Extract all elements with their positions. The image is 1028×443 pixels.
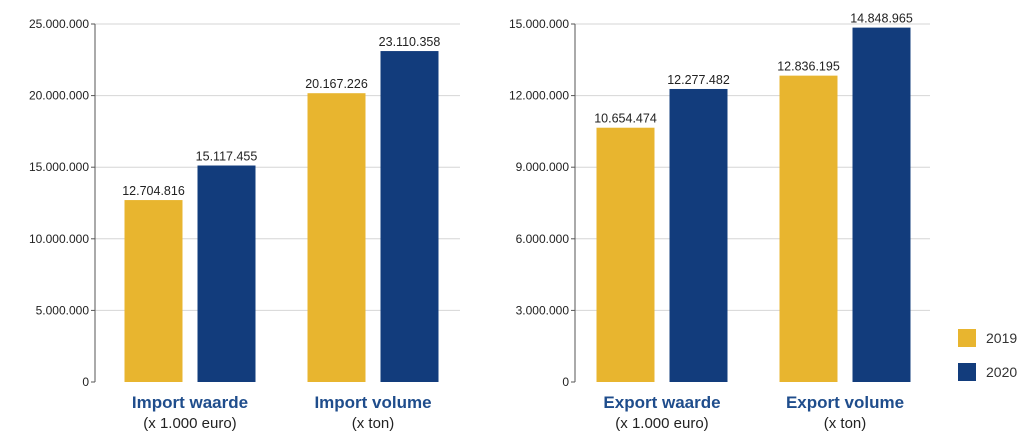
legend-label-2020: 2020: [986, 364, 1017, 380]
bar-2019: [124, 200, 183, 382]
legend: 2019 2020: [958, 329, 1017, 381]
category-subtitle: (x ton): [352, 415, 395, 432]
legend-swatch-2020: [958, 363, 976, 381]
data-label: 12.704.816: [122, 184, 185, 198]
y-tick-label: 15.000.000: [29, 160, 89, 174]
data-label: 23.110.358: [379, 35, 441, 49]
y-tick-label: 12.000.000: [509, 89, 569, 103]
y-tick-label: 15.000.000: [509, 17, 569, 31]
category-title: Import waarde: [132, 393, 248, 412]
data-label: 12.836.195: [777, 60, 840, 74]
category-subtitle: (x ton): [824, 415, 867, 432]
bar-2020: [852, 27, 911, 382]
import-chart: 0 5.000.000 10.000.000 15.000.000 20.000.000…: [29, 17, 460, 432]
category-subtitle: (x 1.000 euro): [615, 415, 708, 432]
category-title: Export waarde: [603, 393, 720, 412]
category-subtitle: (x 1.000 euro): [143, 415, 236, 432]
category-title: Import volume: [314, 393, 431, 412]
bar-2019: [307, 93, 366, 382]
export-chart: 0 3.000.000 6.000.000 9.000.000 12.000.000 15…: [509, 12, 930, 432]
y-tick-label: 10.000.000: [29, 232, 89, 246]
bar-2019: [779, 75, 838, 382]
category-title: Export volume: [786, 393, 904, 412]
bar-2020: [669, 88, 728, 383]
data-label: 10.654.474: [594, 112, 657, 126]
y-tick-label: 5.000.000: [36, 303, 90, 317]
data-label: 15.117.455: [196, 150, 258, 164]
y-tick-label: 9.000.000: [516, 160, 570, 174]
y-tick-label: 0: [82, 375, 89, 389]
legend-label-2019: 2019: [986, 330, 1017, 346]
y-tick-label: 0: [562, 375, 569, 389]
bar-2019: [596, 127, 655, 382]
data-label: 12.277.482: [667, 73, 730, 87]
legend-swatch-2019: [958, 329, 976, 347]
bar-2020: [380, 51, 439, 383]
bar-2020: [197, 165, 256, 382]
data-label: 20.167.226: [305, 77, 368, 91]
y-tick-label: 25.000.000: [29, 17, 89, 31]
y-tick-label: 3.000.000: [516, 303, 570, 317]
y-tick-label: 6.000.000: [516, 232, 570, 246]
data-label: 14.848.965: [850, 12, 913, 26]
y-tick-label: 20.000.000: [29, 89, 89, 103]
